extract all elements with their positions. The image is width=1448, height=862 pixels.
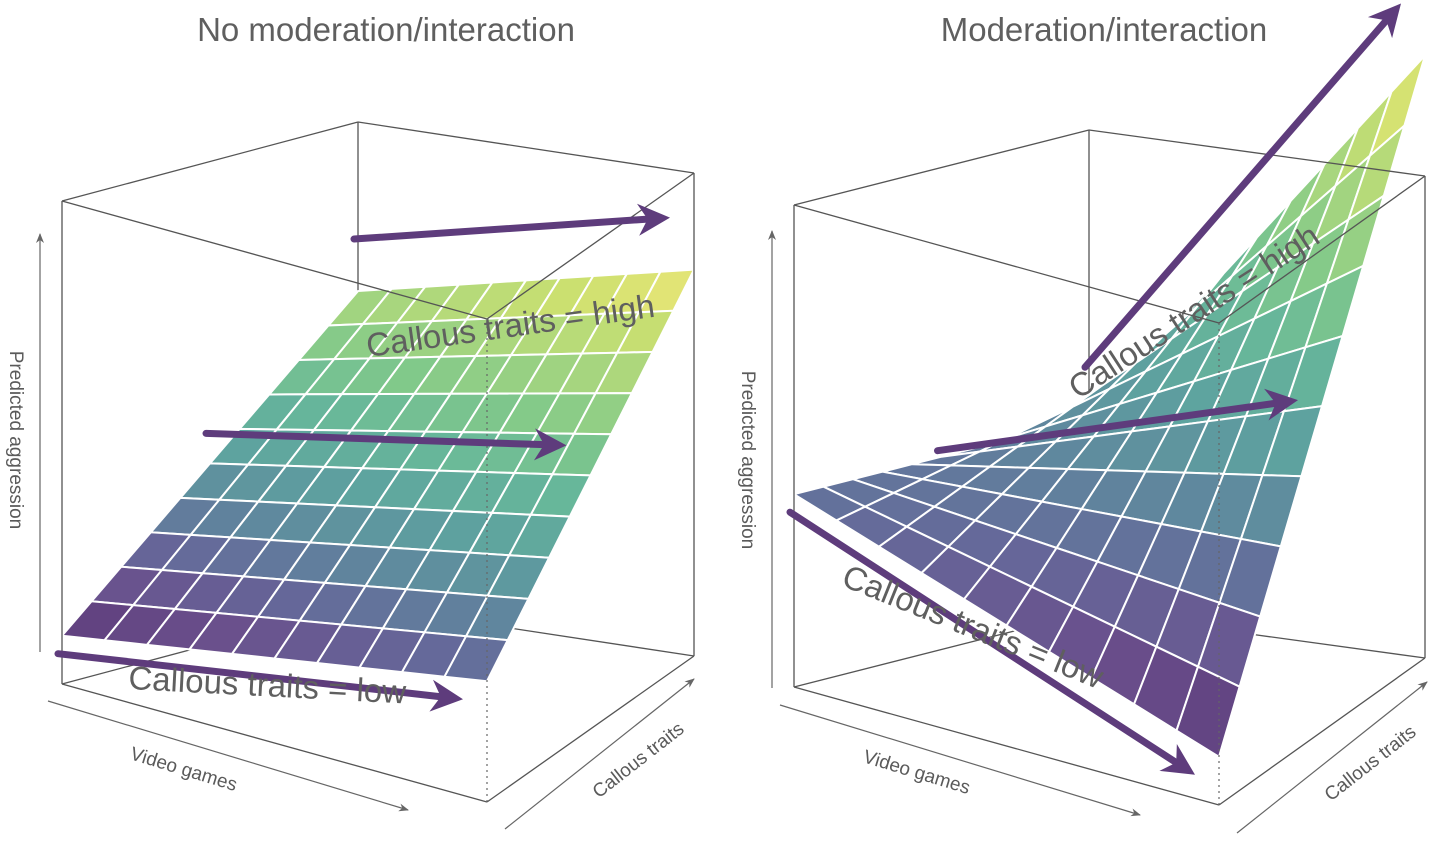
annotation-arrow-head <box>533 428 567 461</box>
z-axis-label: Predicted aggression <box>737 371 758 550</box>
box-front-edges <box>61 121 695 803</box>
x-axis-label: Video games <box>128 744 240 796</box>
annotation-arrow-shaft <box>786 508 1180 767</box>
box-edge <box>1088 129 1426 177</box>
panel-no-moderation: No moderation/interaction Predicted aggr… <box>5 11 696 830</box>
box-edge <box>1218 657 1426 806</box>
surface-cell <box>1175 665 1241 759</box>
annotation-arrow-head <box>1264 388 1298 421</box>
annotation-arrow-head <box>429 679 463 712</box>
annotation-arrow-shaft <box>350 215 652 243</box>
surface <box>791 54 1426 759</box>
box-edge <box>486 172 695 320</box>
panel-title: Moderation/interaction <box>941 11 1268 48</box>
y-axis-label: Callous traits <box>1321 722 1420 806</box>
annotation-arrow-shaft <box>202 429 548 449</box>
box-edge <box>793 204 1220 324</box>
x-axis-label: Video games <box>861 747 973 799</box>
panel-title: No moderation/interaction <box>197 11 575 48</box>
y-axis-arrow <box>1236 681 1428 834</box>
annotation-arrows <box>54 203 670 712</box>
y-axis-arrow <box>504 678 695 830</box>
panel-moderation: Moderation/interaction Predicted aggress… <box>737 3 1428 834</box>
box-edge <box>486 655 695 803</box>
box-edge <box>793 686 1220 806</box>
x-axis-arrow <box>779 704 1141 817</box>
x-axis-arrow <box>47 700 409 812</box>
box-edge <box>61 121 359 202</box>
annotation-arrow-shaft <box>934 399 1280 455</box>
annotation-arrow-shaft <box>1081 16 1390 371</box>
box-edge <box>1218 175 1426 324</box>
box-edge <box>61 683 488 803</box>
annotation-arrow-shaft <box>54 650 445 701</box>
annotation-arrow-head <box>1367 3 1401 39</box>
annotation-arrow-head <box>1159 743 1195 775</box>
box-front-edges <box>793 129 1426 806</box>
box-edge <box>61 200 488 320</box>
box-edge <box>793 129 1090 206</box>
box-edge <box>357 121 695 174</box>
z-axis-label: Predicted aggression <box>5 351 26 530</box>
y-axis-label: Callous traits <box>589 719 688 803</box>
surface-cell <box>442 635 510 683</box>
annotation-arrow-head <box>636 203 670 236</box>
annotation-arrows <box>786 3 1401 775</box>
